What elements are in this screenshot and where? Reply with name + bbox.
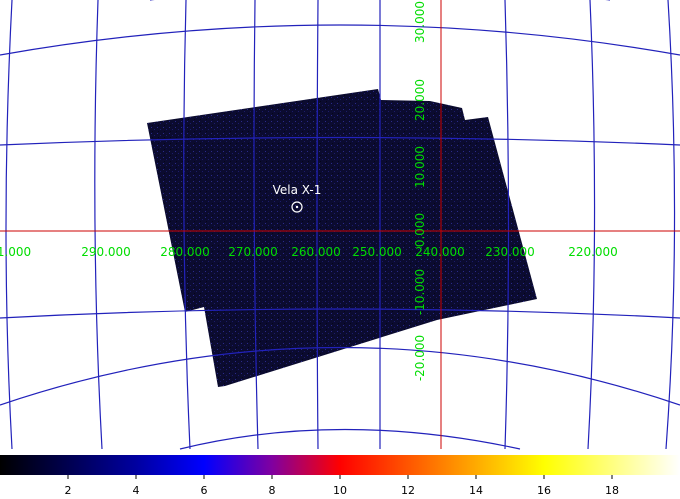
latitude-label: 30.000 [413, 1, 427, 43]
longitude-label: 220.000 [568, 245, 618, 259]
colorbar-tick-label: 6 [201, 484, 208, 497]
sky-image [147, 89, 537, 387]
longitude-label: 270.000 [228, 245, 278, 259]
colorbar-tick-label: 8 [269, 484, 276, 497]
grid-line [253, 0, 259, 450]
source-label: Vela X-1 [273, 183, 322, 197]
coordinate-grid [0, 0, 680, 450]
latitude-label: 20.000 [413, 79, 427, 121]
grid-line [316, 0, 319, 450]
longitude-label: 280.000 [160, 245, 210, 259]
colorbar-tick-label: 2 [65, 484, 72, 497]
longitude-label: 290.000 [81, 245, 131, 259]
latitude-label: 10.000 [413, 146, 427, 188]
colorbar-tick-label: 12 [401, 484, 415, 497]
grid-line [183, 0, 191, 450]
latitude-label: -10.000 [413, 269, 427, 315]
grid-line [94, 0, 103, 450]
grid-line [379, 0, 382, 450]
longitude-label: 250.000 [352, 245, 402, 259]
latitude-label: -20.000 [413, 335, 427, 381]
grid-line [0, 346, 680, 406]
colorbar-tick-label: 16 [537, 484, 551, 497]
grid-line [179, 428, 521, 450]
colorbar-tick-label: 14 [469, 484, 483, 497]
latitude-label: 0.000 [413, 213, 427, 247]
grid-line [5, 0, 13, 450]
grid-line [665, 0, 676, 450]
longitude-label: 260.000 [291, 245, 341, 259]
longitude-label: 230.000 [485, 245, 535, 259]
colorbar [0, 455, 680, 475]
longitude-label: 240.000 [415, 245, 465, 259]
grid-line [504, 0, 510, 450]
grid-line [587, 0, 596, 450]
colorbar-tick-label: 18 [605, 484, 619, 497]
longitude-label: 1.000 [0, 245, 31, 259]
source-marker [291, 201, 303, 213]
colorbar-tick-label: 4 [133, 484, 140, 497]
colorbar-tick-label: 10 [333, 484, 347, 497]
source-marker-dot [295, 205, 299, 209]
grid-line [0, 136, 680, 146]
